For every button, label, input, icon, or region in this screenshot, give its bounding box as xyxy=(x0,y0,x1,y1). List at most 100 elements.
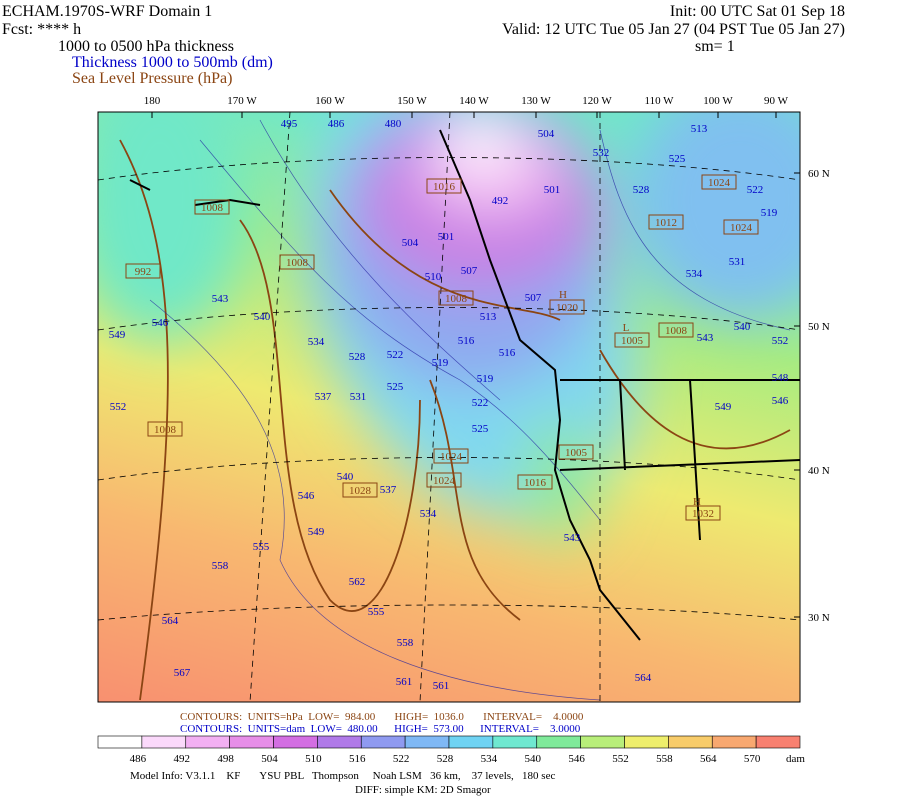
colorbar-label: 558 xyxy=(656,753,673,765)
pressure-legend: Sea Level Pressure (hPa) xyxy=(72,70,232,87)
latitude-label: 30 N xyxy=(808,612,830,624)
forecast: Fcst: **** h xyxy=(2,21,81,38)
thickness-label: 567 xyxy=(174,667,191,679)
thickness-label: 546 xyxy=(152,317,169,329)
thickness-label: 516 xyxy=(458,335,475,347)
pressure-label: 1016 xyxy=(524,477,547,489)
pressure-label: 1024 xyxy=(708,177,731,189)
map-field xyxy=(98,112,800,702)
thickness-label: 513 xyxy=(691,123,708,135)
colorbar-box xyxy=(624,735,669,749)
pressure-label: 1008 xyxy=(445,293,468,305)
pressure-label: 1024 xyxy=(433,475,456,487)
thickness-label: 537 xyxy=(315,391,332,403)
colorbar-box xyxy=(492,735,538,749)
pressure-label: 1005 xyxy=(621,335,644,347)
colorbar-unit: dam xyxy=(786,753,805,765)
thickness-label: 531 xyxy=(729,256,746,268)
thickness-label: 564 xyxy=(635,672,652,684)
pressure-box xyxy=(342,482,378,498)
colorbar-box xyxy=(185,735,230,749)
pressure-label: 1008 xyxy=(201,202,224,214)
pressure-box xyxy=(558,444,594,460)
pressure-box xyxy=(723,219,759,235)
pressure-center: H xyxy=(559,289,567,301)
pressure-label: 992 xyxy=(135,266,152,278)
thickness-label: 510 xyxy=(425,271,442,283)
thickness-label: 495 xyxy=(281,118,298,130)
thickness-label: 504 xyxy=(538,128,555,140)
longitude-label: 100 W xyxy=(703,95,733,107)
thickness-label: 480 xyxy=(385,118,402,130)
thickness-label: 564 xyxy=(162,615,179,627)
pressure-box xyxy=(147,421,183,437)
longitude-label: 140 W xyxy=(459,95,489,107)
thickness-label: 555 xyxy=(368,606,385,618)
thickness-label: 522 xyxy=(472,397,489,409)
thickness-label: 519 xyxy=(761,207,778,219)
colorbar-label: 504 xyxy=(261,753,278,765)
pressure-box xyxy=(426,178,462,194)
colorbar-box xyxy=(229,735,274,749)
pressure-label: 1024 xyxy=(440,451,463,463)
pressure-box xyxy=(658,322,694,338)
thickness-label: 504 xyxy=(402,237,419,249)
thickness-label: 501 xyxy=(438,231,455,243)
colorbar-label: 570 xyxy=(744,753,761,765)
colorbar-box xyxy=(668,735,713,749)
thickness-label: 522 xyxy=(747,184,764,196)
thickness-label: 507 xyxy=(525,292,542,304)
thickness-label: 552 xyxy=(110,401,127,413)
pressure-label: 1028 xyxy=(349,485,372,497)
thickness-label: 540 xyxy=(254,311,271,323)
pressure-box xyxy=(701,174,737,190)
longitude-label: 130 W xyxy=(521,95,551,107)
thickness-label: 543 xyxy=(564,532,581,544)
colorbar-box xyxy=(360,735,406,749)
thickness-label: 519 xyxy=(432,357,449,369)
colorbar-box xyxy=(755,735,801,749)
colorbar-label: 486 xyxy=(130,753,147,765)
pressure-center: L xyxy=(623,322,630,334)
pressure-contours: CONTOURS: UNITS=hPa LOW= 984.00 HIGH= 10… xyxy=(180,711,584,723)
thickness-label: 558 xyxy=(212,560,229,572)
thickness-label: 548 xyxy=(772,372,789,384)
thickness-label: 525 xyxy=(472,423,489,435)
pressure-box xyxy=(438,290,474,306)
thickness-label: 532 xyxy=(593,147,610,159)
longitude-label: 170 W xyxy=(227,95,257,107)
longitude-label: 180 xyxy=(144,95,161,107)
thickness-label: 546 xyxy=(772,395,789,407)
pressure-box xyxy=(426,472,462,488)
colorbar-label: 540 xyxy=(525,753,542,765)
colorbar-box xyxy=(448,735,494,749)
thickness-label: 562 xyxy=(349,576,366,588)
longitude-label: 90 W xyxy=(764,95,789,107)
pressure-box xyxy=(194,199,230,215)
thickness-label: 534 xyxy=(686,268,703,280)
valid-time: Valid: 12 UTC Tue 05 Jan 27 (04 PST Tue … xyxy=(502,21,845,38)
colorbar-label: 552 xyxy=(612,753,629,765)
thickness-label: 549 xyxy=(715,401,732,413)
colorbar-box xyxy=(97,735,143,749)
diff-info: DIFF: simple KM: 2D Smagor xyxy=(355,784,491,796)
title: ECHAM.1970S-WRF Domain 1 xyxy=(2,3,212,20)
thickness-label: 561 xyxy=(396,676,413,688)
init-time: Init: 00 UTC Sat 01 Sep 18 xyxy=(670,3,845,20)
pressure-label: 1008 xyxy=(286,257,309,269)
pressure-center: H xyxy=(693,496,701,508)
colorbar-label: 528 xyxy=(437,753,454,765)
pressure-box xyxy=(125,263,161,279)
thickness-label: 561 xyxy=(433,680,450,692)
thickness-label: 543 xyxy=(697,332,714,344)
colorbar-label: 516 xyxy=(349,753,366,765)
pressure-label: 1020 xyxy=(556,302,579,314)
pressure-box xyxy=(614,332,650,348)
colorbar-label: 534 xyxy=(481,753,498,765)
longitude-label: 150 W xyxy=(397,95,427,107)
pressure-label: 1024 xyxy=(730,222,753,234)
pressure-box xyxy=(517,474,553,490)
longitude-label: 120 W xyxy=(582,95,612,107)
colorbar-box xyxy=(404,735,450,749)
